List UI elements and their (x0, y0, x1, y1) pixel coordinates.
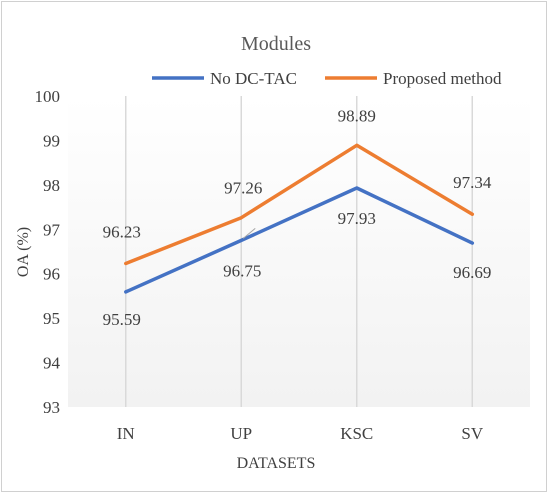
y-tick-label: 96 (43, 265, 60, 284)
y-tick-label: 99 (43, 131, 60, 150)
series-line-no-dc-tac (124, 186, 475, 294)
data-label: 97.26 (224, 179, 262, 198)
data-label: 96.23 (103, 222, 141, 241)
series-line-proposed-method (124, 143, 475, 266)
y-tick-label: 95 (43, 309, 60, 328)
data-label: 96.75 (223, 261, 261, 280)
data-label: 97.93 (338, 209, 376, 228)
y-axis-label: OA (%) (15, 227, 32, 277)
legend-label: Proposed method (383, 69, 502, 88)
data-labels: 95.59 96.75 97.93 96.69 96.23 97.26 98.89 97.34 (103, 106, 492, 329)
data-label: 97.34 (453, 173, 492, 192)
x-tick-label: SV (461, 424, 483, 443)
x-axis-label: DATASETS (237, 455, 316, 472)
x-tick-label: KSC (340, 424, 373, 443)
legend: No DC-TAC Proposed method (152, 69, 502, 88)
leader-line (242, 228, 256, 239)
series-group (124, 143, 475, 294)
chart-title: Modules (241, 33, 311, 55)
data-label: 95.59 (103, 310, 141, 329)
plot-area (68, 96, 530, 407)
x-tick-label: IN (117, 424, 135, 443)
y-tick-label: 94 (43, 354, 61, 373)
legend-label: No DC-TAC (210, 69, 297, 88)
gridlines (125, 96, 473, 407)
x-tick-label: UP (230, 424, 252, 443)
data-label: 96.69 (453, 263, 491, 282)
y-tick-label: 93 (43, 398, 60, 417)
y-axis-ticks: 93 94 95 96 97 98 99 100 (35, 87, 61, 417)
x-axis-ticks: IN UP KSC SV (117, 424, 484, 443)
y-tick-label: 100 (35, 87, 61, 106)
y-tick-label: 97 (43, 220, 61, 239)
y-tick-label: 98 (43, 176, 60, 195)
data-label: 98.89 (338, 106, 376, 125)
